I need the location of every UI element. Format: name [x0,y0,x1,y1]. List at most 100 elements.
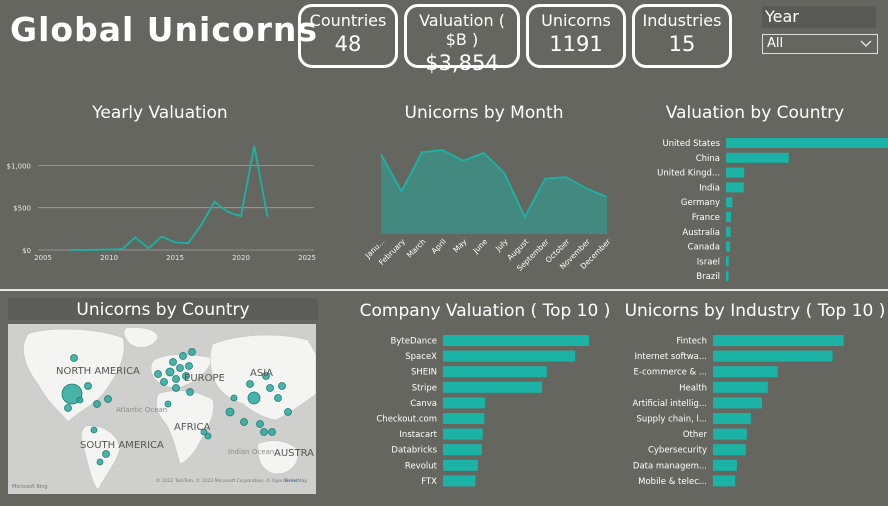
bar [713,413,751,424]
bar-category-label: Canva [410,399,437,409]
kpi-industries-card: Industries 15 [632,4,732,68]
unicorns-map[interactable]: NORTH AMERICA EUROPE ASIA AFRICA SOUTH A… [8,324,316,494]
map-label-south-america: SOUTH AMERICA [80,440,164,451]
line-point [108,248,110,251]
bar [726,226,731,237]
month-tick-label: March [405,237,428,260]
bar-category-label: Canada [688,243,720,253]
x-tick-label: 2010 [100,254,118,262]
map-label-atlantic: Atlantic Ocean [116,406,167,414]
bar [726,241,731,252]
map-label-indian: Indian Ocean [228,448,274,456]
kpi-valuation-label: Valuation ( $B ) [419,11,505,49]
chevron-down-icon [860,40,872,48]
kpi-unicorns-value: 1191 [549,32,603,56]
line-point [68,249,71,251]
bar-category-label: Revolut [405,461,438,471]
world-map[interactable]: NORTH AMERICA EUROPE ASIA AFRICA SOUTH A… [8,324,316,494]
bar [726,197,733,208]
company-valuation-chart[interactable]: ByteDance SpaceX SHEIN Stripe Canva Checkout.… [340,328,630,493]
bar [726,256,729,267]
map-terms-link[interactable]: Terms [283,478,298,484]
bar [443,381,542,393]
bar-category-label: Internet softwa... [634,352,707,362]
bar-category-label: Health [679,383,707,393]
bar-category-label: United States [662,139,720,149]
kpi-countries-card: Countries 48 [298,4,398,68]
industry-unicorns-chart[interactable]: Fintech Internet softwa... E-commerce & ..… [610,328,888,493]
line-point [147,247,150,250]
bar [443,350,576,362]
map-label-austra: AUSTRA [274,448,314,459]
map-brand: Microsoft Bing [12,484,48,490]
line-point [253,145,255,147]
bar-category-label: China [696,154,720,164]
bar-category-label: Stripe [412,383,437,393]
bar-category-label: Databricks [391,446,437,456]
bar [713,397,762,409]
year-slicer-dropdown[interactable]: All [762,34,878,54]
map-bubbles[interactable] [61,348,292,466]
bar-category-label: FTX [421,477,437,487]
x-tick-label: 2015 [166,254,184,262]
y-tick-label: $500 [13,205,31,213]
x-tick-label: 2025 [298,254,316,262]
country-valuation-chart[interactable]: United States China United Kingd... India Ge… [630,130,888,285]
bar [726,212,731,222]
bar-category-label: Fintech [676,337,707,347]
country-valuation-title: Valuation by Country [665,103,845,123]
bar [726,182,744,193]
bar [443,397,486,409]
bar [713,335,844,346]
map-label-europe: EUROPE [184,373,225,384]
bar [713,381,768,393]
kpi-unicorns-card: Unicorns 1191 [526,4,626,68]
yearly-valuation-chart[interactable]: $0 $500 $1,000 2005 2010 2015 2020 2025 [0,130,320,270]
x-tick-label: 2020 [232,254,250,262]
kpi-countries-value: 48 [334,32,362,56]
map-title-bar [8,298,318,320]
bar [443,428,483,440]
bar-category-label: Brazil [696,272,720,282]
bar-category-label: France [692,213,720,223]
bar [443,366,547,378]
line-point [134,236,137,239]
map-label-north-america: NORTH AMERICA [56,366,140,377]
y-tick-label: $1,000 [7,162,32,170]
bar [726,152,789,163]
bar [713,350,833,362]
month-line [380,149,608,219]
bar-category-label: ByteDance [391,337,437,347]
line-point [227,211,229,213]
kpi-valuation-value: $3,854 [425,51,499,75]
month-tick-label: May [451,237,469,255]
bar-category-label: Data managem... [633,461,707,471]
bar [726,271,729,282]
bar [713,444,746,456]
bar-category-label: United Kingd... [657,169,720,179]
company-valuation-title: Company Valuation ( Top 10 ) [359,301,611,321]
bar-category-label: SpaceX [405,352,437,362]
year-slicer-title: Year [762,6,876,28]
bar-category-label: Israel [697,257,720,267]
bar [726,167,745,178]
kpi-valuation-card: Valuation ( $B ) $3,854 [404,4,520,75]
year-slicer-value: All [767,36,784,51]
map-label-africa: AFRICA [174,422,210,433]
line-point [240,215,242,217]
bar-category-label: SHEIN [411,368,437,378]
bar [443,335,589,346]
map-title: Unicorns by Country [76,300,250,320]
bar [713,475,736,487]
kpi-countries-label: Countries [309,11,387,30]
bar-category-label: Germany [681,198,720,208]
bar-category-label: Other [683,430,708,440]
map-labels: NORTH AMERICA EUROPE ASIA AFRICA SOUTH A… [12,366,314,490]
month-tick-label: July [493,237,510,254]
bar [443,413,485,424]
line-point [174,241,176,244]
bar-category-label: Instacart [399,430,437,440]
map-credit: © 2022 TomTom, © 2023 Microsoft Corporat… [156,477,307,484]
bar-category-label: Australia [682,228,720,238]
